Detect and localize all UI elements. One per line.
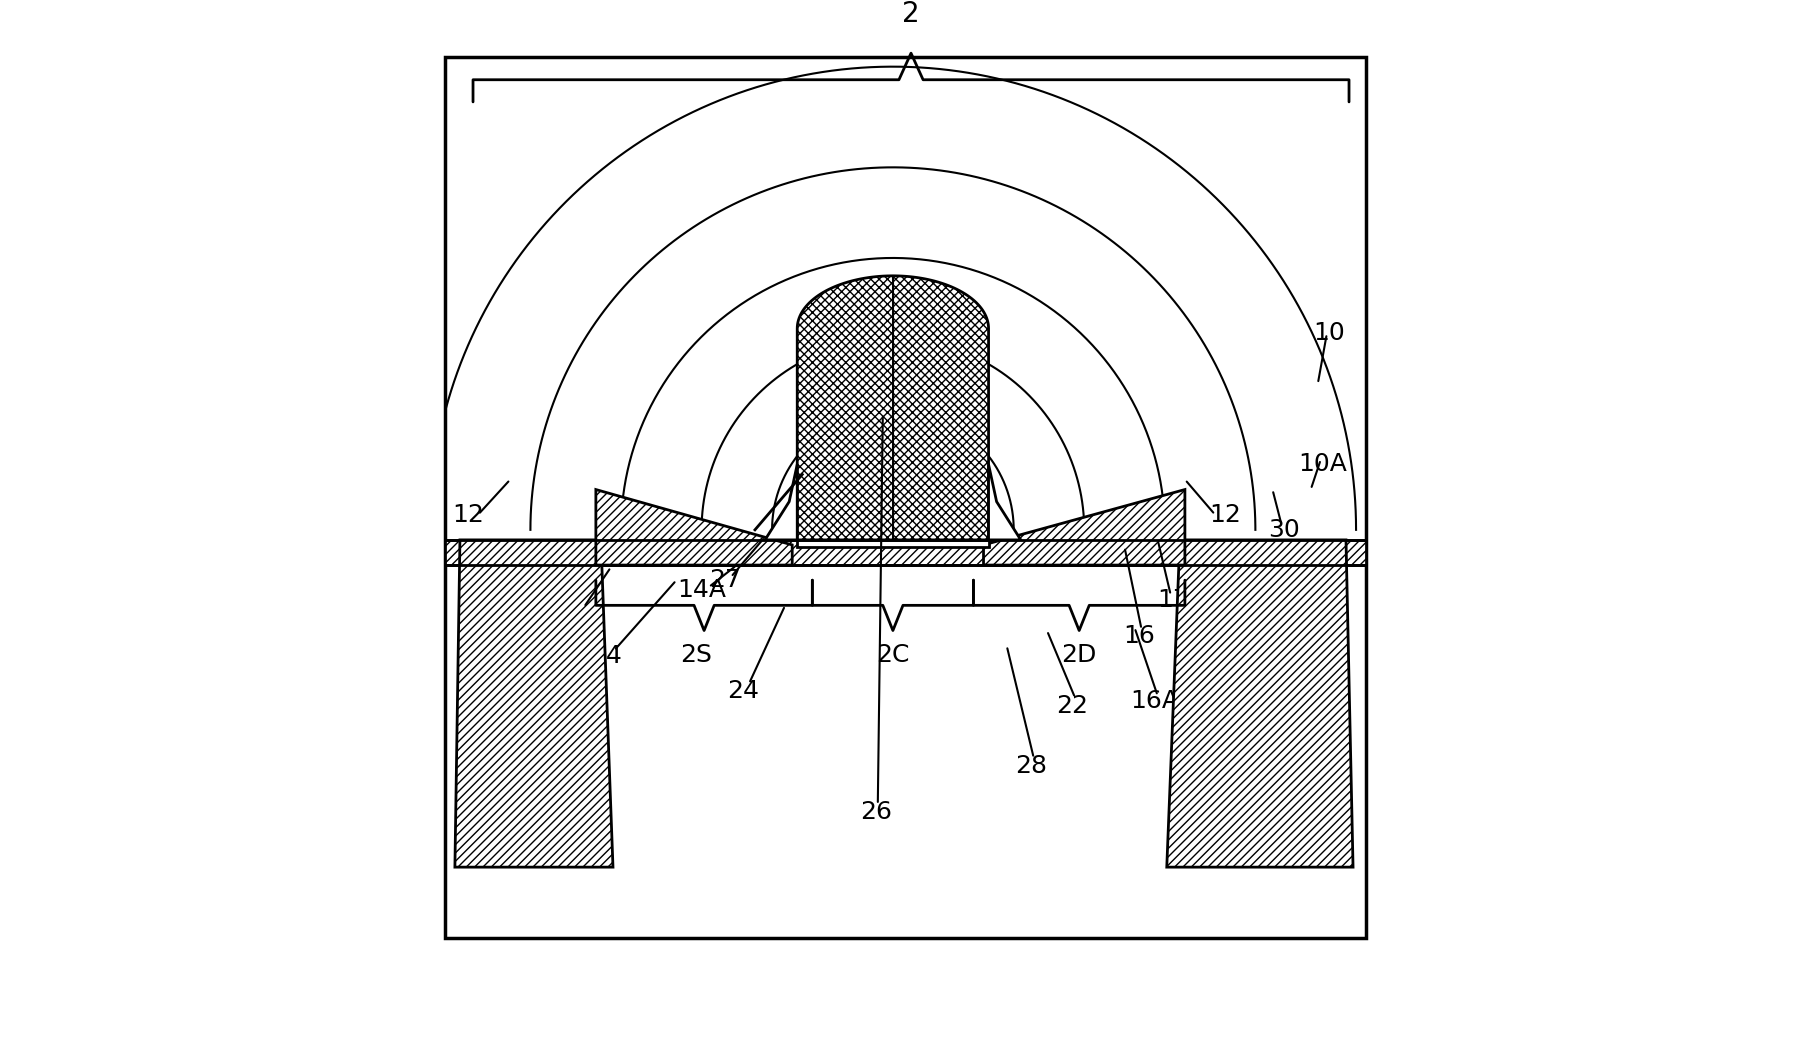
- Polygon shape: [454, 540, 614, 868]
- Text: 22: 22: [1057, 694, 1088, 718]
- Text: 2: 2: [903, 0, 921, 28]
- Text: 10: 10: [1313, 321, 1346, 346]
- Bar: [797, 540, 988, 547]
- Text: 12: 12: [452, 503, 483, 527]
- Text: 15: 15: [558, 598, 590, 622]
- Polygon shape: [797, 275, 988, 540]
- Bar: [445, 540, 1366, 565]
- Polygon shape: [988, 464, 1021, 540]
- Text: 24: 24: [726, 678, 759, 703]
- Text: 30: 30: [1268, 517, 1300, 541]
- Polygon shape: [596, 489, 792, 565]
- Text: 12: 12: [1209, 503, 1240, 527]
- Text: 2S: 2S: [681, 643, 712, 667]
- Bar: [445, 56, 1366, 937]
- Polygon shape: [1166, 540, 1353, 868]
- Text: 16A: 16A: [1130, 689, 1179, 713]
- Text: 27: 27: [708, 568, 741, 592]
- Text: 2C: 2C: [875, 643, 910, 667]
- Bar: [445, 540, 1366, 565]
- Text: 14A: 14A: [677, 579, 726, 603]
- Polygon shape: [984, 489, 1184, 565]
- Text: 26: 26: [859, 800, 892, 824]
- Text: 14: 14: [590, 644, 621, 668]
- Text: 17: 17: [1157, 588, 1189, 612]
- Text: 2D: 2D: [1062, 643, 1097, 667]
- Text: 16: 16: [1124, 623, 1155, 647]
- Text: 28: 28: [1015, 754, 1046, 778]
- Text: 10A: 10A: [1298, 452, 1347, 476]
- Polygon shape: [765, 464, 797, 540]
